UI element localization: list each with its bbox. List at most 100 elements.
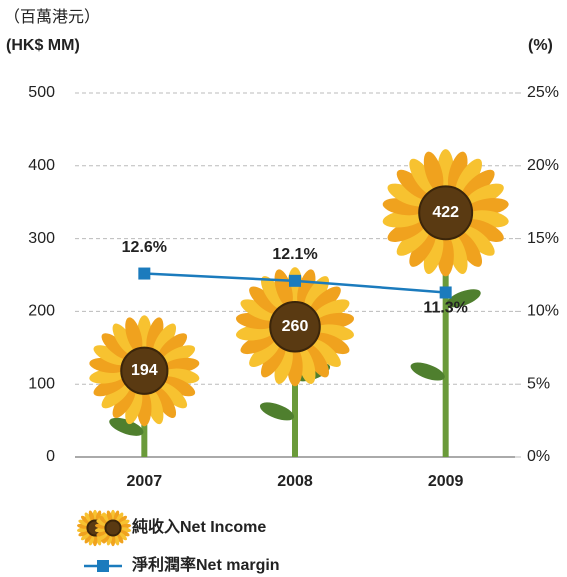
y-tick-label: 400 <box>28 157 55 174</box>
flower-ring <box>120 346 169 395</box>
petal <box>396 225 430 256</box>
line-marker <box>138 267 151 280</box>
petal <box>249 286 281 315</box>
petal <box>447 151 468 192</box>
petal <box>146 317 164 353</box>
petal <box>146 389 164 425</box>
petal <box>96 519 108 527</box>
petal <box>78 529 90 537</box>
petal <box>260 276 286 310</box>
petal <box>387 183 426 207</box>
petal <box>125 317 143 353</box>
petal <box>117 531 127 541</box>
petal <box>88 534 95 546</box>
flower-ring <box>418 185 474 241</box>
y2-tick-label: 0% <box>527 448 550 465</box>
sunflower-bar <box>89 315 200 457</box>
value-label: 194 <box>131 362 158 379</box>
petal <box>409 158 436 195</box>
petal <box>297 346 316 385</box>
petal <box>153 386 177 418</box>
stem <box>442 212 449 457</box>
petal <box>396 169 430 200</box>
y-tick-label: 200 <box>28 303 55 320</box>
petal <box>101 382 131 409</box>
petal <box>115 533 124 544</box>
petal <box>158 333 188 360</box>
leaf <box>109 417 144 436</box>
y2-tick-label: 25% <box>527 84 559 101</box>
petal <box>95 510 102 522</box>
petal <box>309 338 341 367</box>
legend-label: 純收入Net Income <box>132 517 266 536</box>
petal <box>309 286 341 315</box>
y-tick-label: 0 <box>46 448 55 465</box>
petal <box>95 534 102 546</box>
petal <box>96 529 108 537</box>
petal <box>81 515 91 525</box>
line-marker <box>439 286 452 299</box>
petal <box>161 376 196 397</box>
petal <box>88 510 95 522</box>
petal <box>118 529 130 537</box>
petal <box>304 343 330 378</box>
petal <box>115 512 124 523</box>
petal <box>461 225 495 256</box>
sunflower-bar <box>382 149 509 457</box>
petal <box>465 219 504 242</box>
flower-head <box>105 520 121 536</box>
petal <box>93 376 128 397</box>
petal <box>240 299 277 321</box>
petal <box>409 230 436 267</box>
petal <box>102 533 111 544</box>
petal <box>465 183 504 207</box>
petal <box>158 382 188 409</box>
legend-icon <box>94 509 132 547</box>
petal <box>81 531 91 541</box>
petal <box>113 534 120 546</box>
petal <box>249 338 281 367</box>
y-tick-label: 500 <box>28 84 55 101</box>
legend-label: 淨利潤率Net margin <box>132 555 280 574</box>
line-marker <box>289 274 301 287</box>
value-label: 12.1% <box>272 246 317 263</box>
leaf <box>259 402 295 421</box>
petal <box>106 534 113 546</box>
petal <box>112 323 136 356</box>
petal <box>153 323 177 356</box>
petal <box>313 332 350 355</box>
petal <box>240 332 277 355</box>
petal <box>101 333 131 360</box>
y2-axis-label: (%) <box>528 37 553 54</box>
flower-ring <box>269 300 321 353</box>
leaf <box>410 362 445 381</box>
petal <box>455 158 483 195</box>
petal <box>106 510 113 522</box>
x-tick-label: 2008 <box>277 473 313 490</box>
petal <box>461 169 495 200</box>
y-tick-label: 100 <box>28 375 55 392</box>
petal <box>455 230 483 267</box>
petal <box>161 345 196 366</box>
petal <box>313 299 350 321</box>
petal <box>297 269 316 308</box>
value-label: 12.6% <box>122 239 167 256</box>
x-tick-label: 2007 <box>127 473 163 490</box>
petal <box>84 533 93 544</box>
leaf <box>446 289 481 308</box>
petal <box>387 219 426 242</box>
y2-tick-label: 15% <box>527 230 559 247</box>
legend-marker <box>97 560 109 572</box>
petal <box>274 346 293 385</box>
y-axis-label: (HK$ MM) <box>6 37 80 54</box>
value-label: 422 <box>432 204 459 221</box>
flower-head <box>419 186 473 240</box>
value-label: 260 <box>282 318 309 335</box>
y-tick-label: 300 <box>28 230 55 247</box>
petal <box>304 276 330 310</box>
petal <box>99 531 109 541</box>
petal <box>423 151 444 192</box>
flower-head <box>121 347 168 394</box>
sunflower-bar <box>235 267 355 457</box>
